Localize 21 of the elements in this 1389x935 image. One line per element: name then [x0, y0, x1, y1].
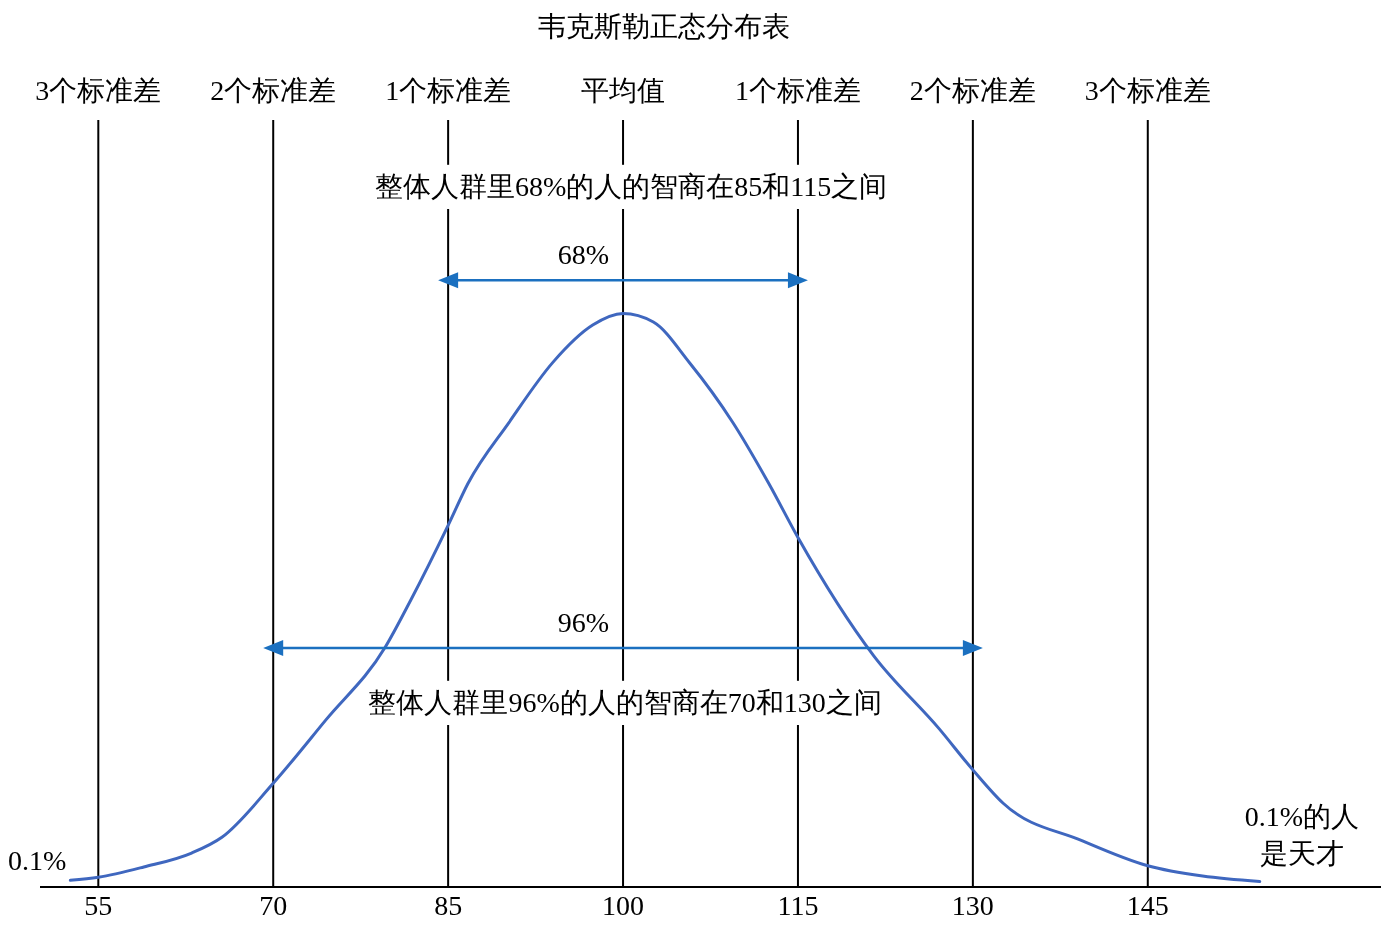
- ref-line-label: 1个标准差: [385, 75, 512, 106]
- ref-line-label: 2个标准差: [909, 75, 1036, 106]
- x-tick-label: 85: [434, 889, 463, 921]
- x-tick-label: 115: [777, 889, 819, 921]
- x-tick-label: 145: [1126, 889, 1169, 921]
- ref-line-label: 平均值: [581, 75, 666, 106]
- x-tick-label: 55: [84, 889, 113, 921]
- ref-line-label: 3个标准差: [1084, 75, 1211, 106]
- x-tick-label: 130: [951, 889, 994, 921]
- ref-line-label: 1个标准差: [734, 75, 861, 106]
- series-label: 96%: [557, 606, 610, 638]
- annotation: 整体人群里96%的人的智商在70和130之间: [368, 687, 882, 718]
- chart-title: 韦克斯勒正态分布表: [538, 11, 790, 42]
- x-tick-label: 100: [602, 889, 645, 921]
- ref-line-label: 2个标准差: [210, 75, 337, 106]
- annotation: 0.1%: [8, 845, 67, 876]
- series-label: 68%: [557, 239, 610, 271]
- x-tick-label: 70: [259, 889, 288, 921]
- text: 整体人群里68%的人的智商在85和115之间: [374, 171, 888, 202]
- annotation: 0.1%的人是天才: [1244, 801, 1360, 869]
- ref-line-label: 3个标准差: [35, 75, 162, 106]
